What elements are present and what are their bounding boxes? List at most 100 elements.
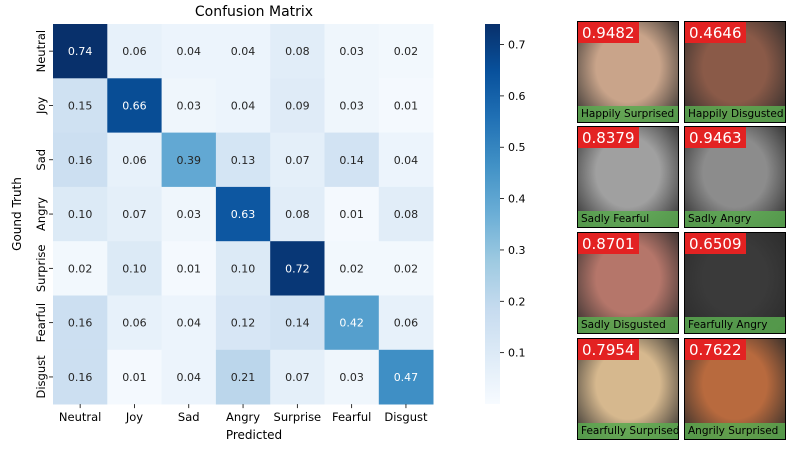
heatmap-cell — [107, 349, 162, 405]
confidence-score: 0.7954 — [578, 339, 639, 360]
face-example: 0.9463 Sadly Angry — [684, 126, 786, 228]
cell-value-label: 0.13 — [231, 154, 256, 167]
cell-value-label: 0.07 — [285, 371, 310, 384]
expression-caption: Fearfully Angry — [685, 317, 785, 333]
cell-value-label: 0.01 — [177, 262, 202, 275]
face-example: 0.7954 Fearfully Surprised — [577, 338, 679, 440]
colorbar-tick-label: 0.4 — [508, 193, 526, 206]
cell-value-label: 0.15 — [68, 99, 93, 112]
cell-value-label: 0.06 — [394, 317, 419, 330]
heatmap-cell — [107, 24, 162, 79]
heatmap-cell — [161, 78, 217, 133]
cell-value-label: 0.47 — [394, 371, 419, 384]
colorbar-tick-label: 0.3 — [508, 244, 526, 257]
cell-value-label: 0.04 — [177, 317, 202, 330]
cell-value-label: 0.14 — [285, 317, 310, 330]
confidence-score: 0.9463 — [685, 127, 746, 148]
cell-value-label: 0.02 — [394, 45, 419, 58]
y-tick-label: Disgust — [34, 355, 48, 399]
confidence-score: 0.4646 — [685, 22, 746, 43]
face-example: 0.7622 Angrily Surprised — [684, 338, 786, 440]
heatmap-cell — [53, 132, 108, 188]
cell-value-label: 0.06 — [122, 317, 147, 330]
confidence-score: 0.7622 — [685, 339, 746, 360]
cell-value-label: 0.10 — [231, 262, 256, 275]
heatmap-cell — [215, 24, 271, 79]
confidence-score: 0.6509 — [685, 233, 746, 254]
colorbar-tick-label: 0.7 — [508, 39, 526, 52]
y-tick-label: Surprise — [34, 245, 48, 293]
confidence-score: 0.8701 — [578, 233, 639, 254]
x-tick-label: Disgust — [384, 410, 428, 424]
confidence-score: 0.9482 — [578, 22, 639, 43]
heatmap-cell — [324, 132, 380, 188]
heatmap-cell — [324, 241, 380, 296]
cell-value-label: 0.01 — [394, 99, 419, 112]
cell-value-label: 0.03 — [339, 99, 364, 112]
heatmap-cell — [161, 24, 217, 79]
x-tick-label: Angry — [226, 410, 260, 424]
cell-value-label: 0.14 — [339, 154, 364, 167]
x-axis-label: Predicted — [226, 428, 282, 442]
expression-caption: Sadly Disgusted — [578, 317, 678, 333]
y-tick-label: Angry — [34, 197, 48, 231]
cell-value-label: 0.09 — [285, 99, 310, 112]
cell-value-label: 0.03 — [177, 99, 202, 112]
cell-value-label: 0.06 — [122, 45, 147, 58]
y-tick-label: Neutral — [34, 30, 48, 72]
colorbar-tick-label: 0.5 — [508, 141, 526, 154]
cell-value-label: 0.08 — [394, 208, 419, 221]
heatmap-cell — [378, 132, 434, 188]
heatmap-cell — [270, 132, 325, 188]
face-example: 0.8379 Sadly Fearful — [577, 126, 679, 228]
heatmap-cell — [378, 24, 434, 79]
heatmap-cell — [378, 78, 434, 133]
cell-value-label: 0.39 — [177, 154, 202, 167]
colorbar-tick-label: 0.1 — [508, 347, 526, 360]
heatmap-cell — [161, 241, 217, 296]
cell-value-label: 0.04 — [231, 99, 256, 112]
heatmap-cell — [53, 186, 108, 242]
heatmap-cell — [270, 241, 325, 296]
heatmap-cell — [270, 24, 325, 79]
cell-value-label: 0.08 — [285, 45, 310, 58]
cell-value-label: 0.01 — [339, 208, 364, 221]
cell-value-label: 0.03 — [339, 45, 364, 58]
heatmap-cell — [161, 186, 217, 242]
y-axis-label: Gound Truth — [10, 177, 24, 251]
cell-value-label: 0.04 — [177, 45, 202, 58]
face-example: 0.4646 Happily Disgusted — [684, 21, 786, 123]
heatmap-cell — [161, 132, 217, 188]
heatmap-cell — [270, 295, 325, 351]
x-tick-label: Neutral — [59, 410, 101, 424]
heatmap-cell — [378, 295, 434, 351]
cell-value-label: 0.10 — [68, 208, 93, 221]
heatmap-cell — [215, 349, 271, 405]
x-tick-label: Fearful — [332, 410, 371, 424]
expression-caption: Happily Disgusted — [685, 106, 785, 122]
cell-value-label: 0.42 — [339, 317, 364, 330]
chart-title: Confusion Matrix — [195, 4, 313, 20]
cell-value-label: 0.01 — [122, 371, 147, 384]
heatmap-cell — [107, 186, 162, 242]
cell-value-label: 0.16 — [68, 317, 93, 330]
expression-caption: Fearfully Surprised — [578, 423, 678, 439]
cell-value-label: 0.74 — [68, 45, 93, 58]
heatmap-cell — [53, 78, 108, 133]
heatmap-cell — [270, 78, 325, 133]
x-tick-label: Sad — [178, 410, 200, 424]
x-tick-label: Surprise — [274, 410, 322, 424]
face-examples-grid: 0.9482 Happily Surprised 0.4646 Happily Dis… — [577, 21, 791, 441]
confidence-score: 0.8379 — [578, 127, 639, 148]
cell-value-label: 0.07 — [285, 154, 310, 167]
heatmap-cell — [53, 24, 108, 79]
heatmap-cell — [270, 186, 325, 242]
colorbar-tick-label: 0.6 — [508, 90, 526, 103]
heatmap-cell — [324, 24, 380, 79]
cell-value-label: 0.72 — [285, 262, 310, 275]
heatmap-cell — [53, 349, 108, 405]
expression-caption: Sadly Fearful — [578, 211, 678, 227]
heatmap-cell — [215, 186, 271, 242]
x-tick-label: Joy — [125, 410, 143, 424]
heatmap-cell — [378, 186, 434, 242]
